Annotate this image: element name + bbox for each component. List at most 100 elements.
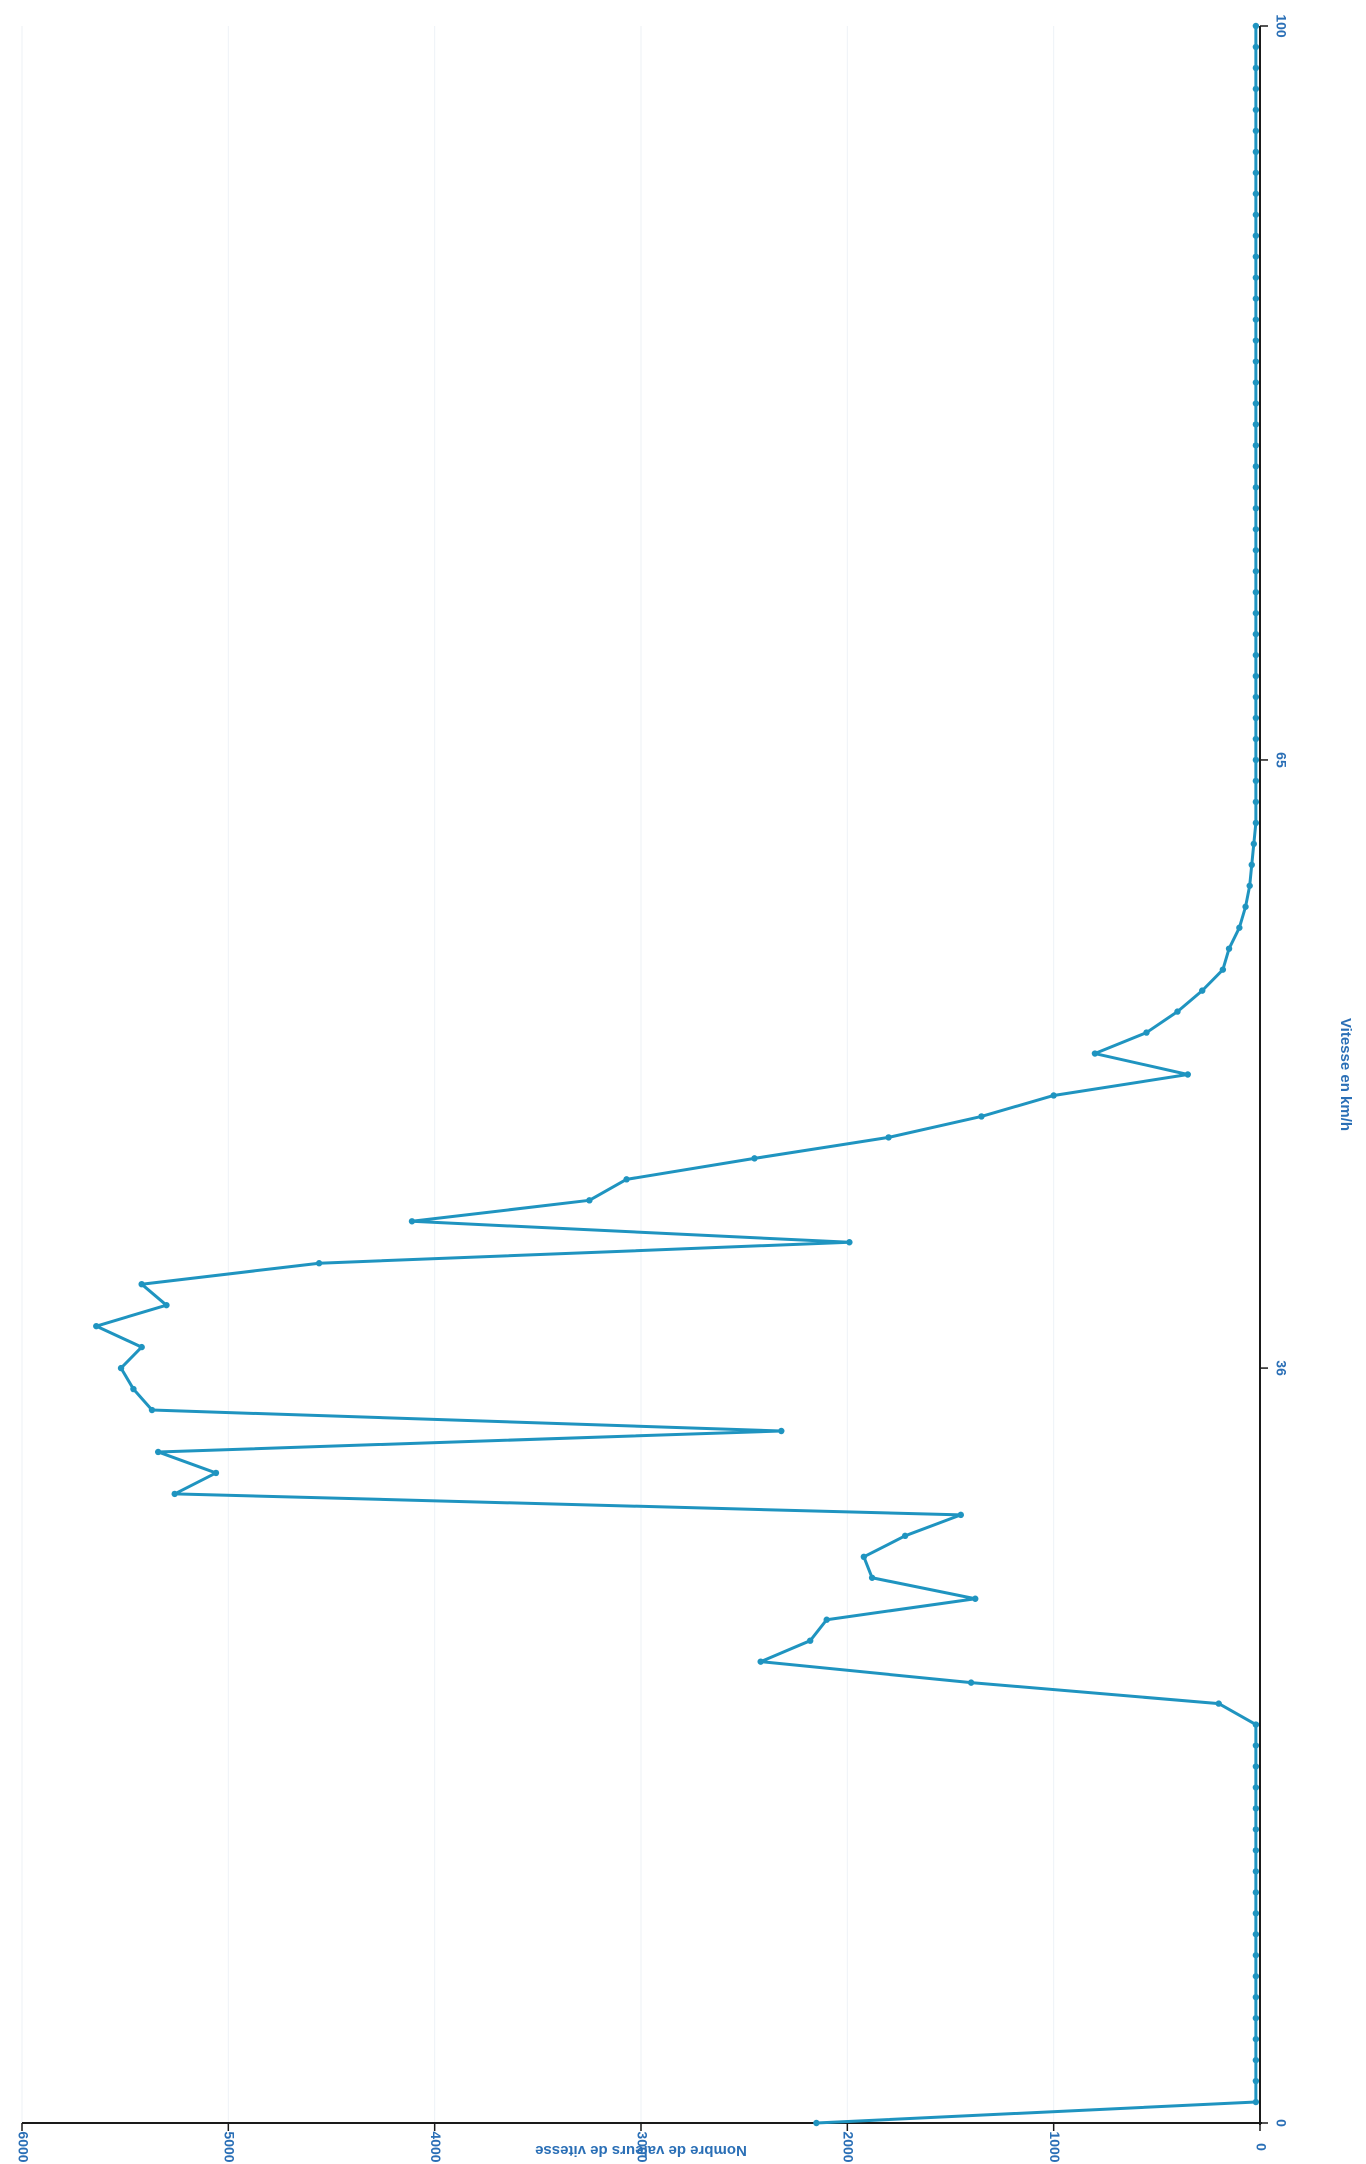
y-axis-title: Nombre de valeurs de vitesse (535, 2142, 747, 2159)
y-tick-label: 1000 (1047, 2131, 1063, 2162)
data-point (586, 1197, 593, 1204)
x-tick-label: 36 (1273, 1360, 1289, 1376)
axis-titles: Vitesse en km/h Nombre de valeurs de vit… (535, 1018, 1354, 2159)
data-point (1252, 2077, 1260, 2085)
data-point (1252, 547, 1260, 554)
x-tick-label: 65 (1273, 752, 1289, 768)
data-point (1252, 1784, 1260, 1791)
data-point (1252, 588, 1260, 596)
data-point (1174, 1008, 1181, 1015)
data-point (957, 1511, 965, 1519)
data-point (1252, 819, 1260, 827)
data-point (1252, 43, 1260, 51)
data-point (1252, 1952, 1260, 1959)
data-point (1252, 379, 1260, 386)
data-point (1252, 568, 1260, 575)
data-point (1252, 735, 1260, 743)
data-point (1252, 1910, 1260, 1917)
data-point (148, 1406, 156, 1414)
y-tick-label: 3000 (634, 2131, 650, 2162)
data-point (1252, 1847, 1260, 1854)
y-tick-label: 2000 (841, 2131, 857, 2162)
data-point (1252, 400, 1260, 407)
x-axis-title: Vitesse en km/h (1337, 1018, 1354, 1131)
data-point (1184, 1071, 1191, 1078)
data-point (1252, 2098, 1260, 2106)
series-layer (93, 22, 1260, 2127)
data-point (1252, 1805, 1260, 1812)
data-point (1252, 337, 1260, 344)
x-tick-label: 100 (1273, 14, 1289, 38)
data-point (1252, 756, 1260, 764)
data-point (1252, 358, 1260, 365)
y-tick-label: 5000 (222, 2131, 238, 2162)
data-point (1252, 463, 1260, 470)
data-point (163, 1301, 170, 1309)
data-point (901, 1532, 909, 1540)
data-point (408, 1218, 416, 1225)
data-point (1252, 1868, 1260, 1875)
data-point (1252, 693, 1260, 701)
data-point (1246, 882, 1253, 889)
data-point (93, 1322, 100, 1330)
data-point (130, 1385, 137, 1393)
data-point (885, 1134, 892, 1141)
data-point (154, 1448, 162, 1456)
data-point (1252, 421, 1260, 428)
data-point (1252, 777, 1260, 785)
data-point (972, 1595, 979, 1602)
data-point (1252, 232, 1260, 239)
data-point (778, 1427, 785, 1435)
data-point (1248, 861, 1255, 868)
data-point (1252, 2056, 1260, 2064)
data-point (1252, 316, 1260, 323)
data-point (1050, 1092, 1057, 1099)
axes (21, 25, 1268, 2131)
data-point (1252, 64, 1260, 72)
data-point (1250, 840, 1258, 848)
data-point (1252, 22, 1260, 30)
data-point (823, 1616, 830, 1623)
data-point (623, 1176, 630, 1183)
data-point (212, 1469, 220, 1477)
data-point (1252, 127, 1260, 135)
x-tick-label: 0 (1273, 2119, 1289, 2127)
data-point (868, 1574, 876, 1581)
data-point (171, 1490, 178, 1498)
data-point (846, 1239, 853, 1246)
series-line (94, 26, 1258, 2125)
data-point (1225, 945, 1233, 952)
data-point (1143, 1029, 1150, 1036)
data-point (1242, 903, 1249, 910)
data-point (1236, 924, 1243, 931)
data-point (1252, 2014, 1260, 2022)
data-point (1252, 1993, 1260, 2001)
data-point (1252, 1721, 1260, 1728)
data-point (751, 1155, 758, 1162)
data-point (1252, 526, 1260, 533)
y-tick-label: 0 (1253, 2143, 1269, 2151)
data-point (806, 1637, 814, 1644)
data-point (1252, 442, 1260, 449)
y-tick-label: 4000 (428, 2131, 444, 2162)
data-point (1252, 1889, 1260, 1896)
y-tick-label: 6000 (15, 2131, 31, 2162)
data-point (1252, 2035, 1260, 2043)
data-point (860, 1553, 868, 1561)
data-point (117, 1364, 125, 1372)
data-point (1252, 274, 1260, 281)
data-point (757, 1658, 764, 1665)
data-point (1252, 1742, 1260, 1749)
data-point (1091, 1050, 1099, 1057)
data-point (1252, 630, 1260, 638)
data-point (1252, 1931, 1260, 1938)
data-point (813, 2119, 820, 2127)
data-point (1252, 169, 1260, 176)
data-point (1252, 505, 1260, 512)
data-point (1252, 609, 1260, 617)
data-point (978, 1113, 985, 1120)
data-point (138, 1281, 145, 1288)
data-point (1252, 1763, 1260, 1770)
